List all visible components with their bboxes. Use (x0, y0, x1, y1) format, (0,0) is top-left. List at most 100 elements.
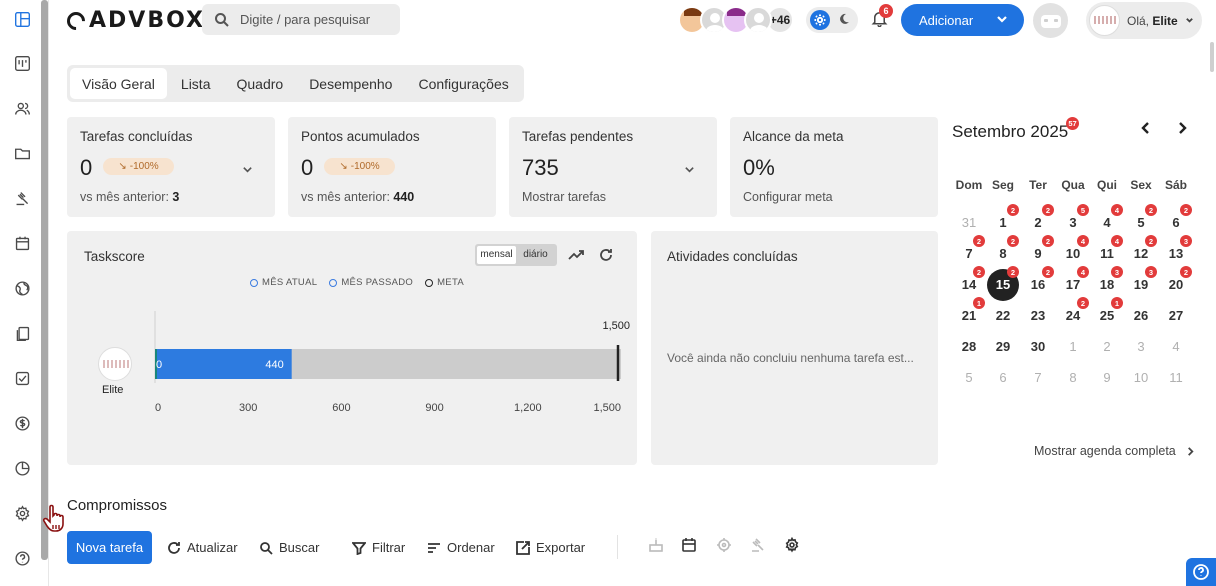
dashboard-icon[interactable] (12, 9, 32, 29)
sidebar-scrollbar[interactable] (41, 0, 48, 560)
finance-icon[interactable] (12, 413, 32, 433)
calendar-day[interactable]: 29 (995, 339, 1011, 354)
calendar-day[interactable]: 10 (1065, 246, 1081, 261)
calendar-day[interactable]: 6 (1172, 215, 1180, 230)
theme-toggle[interactable] (806, 7, 858, 33)
calendar-day[interactable]: 3 (1137, 339, 1145, 354)
globe-icon[interactable] (12, 278, 32, 298)
brand-logo[interactable]: ADVBOX (63, 7, 205, 34)
calendar-day[interactable]: 25 (1099, 308, 1115, 323)
period-option-diario[interactable]: diário (523, 249, 548, 260)
calendar-day[interactable]: 9 (1103, 370, 1111, 385)
expand-chevron[interactable] (242, 163, 253, 178)
gavel-icon[interactable] (750, 537, 766, 556)
settings-gear-icon[interactable] (784, 536, 800, 556)
next-month-button[interactable] (1175, 121, 1189, 138)
documents-icon[interactable] (12, 323, 32, 343)
tab-desempenho[interactable]: Desempenho (309, 75, 393, 92)
search-input[interactable] (240, 12, 390, 27)
avatar[interactable] (722, 6, 750, 34)
add-button[interactable]: Adicionar (901, 4, 1024, 36)
reports-pie-icon[interactable] (12, 458, 32, 478)
tab-visao-geral[interactable]: Visão Geral (70, 68, 167, 99)
calendar-icon[interactable] (12, 233, 32, 253)
more-users-count[interactable]: +46 (766, 6, 794, 34)
settings-gear-icon[interactable] (12, 503, 32, 523)
cake-icon[interactable] (648, 537, 664, 556)
tab-configuracoes[interactable]: Configurações (418, 75, 509, 92)
calendar-day[interactable]: 7 (1034, 370, 1042, 385)
calendar-day[interactable]: 20 (1168, 277, 1184, 292)
folder-icon[interactable] (12, 143, 32, 163)
team-avatars[interactable]: +46 (678, 6, 794, 34)
calendar-day[interactable]: 4 (1172, 339, 1180, 354)
tab-quadro[interactable]: Quadro (236, 75, 284, 92)
new-task-button[interactable]: Nova tarefa (67, 531, 152, 564)
trend-chart-icon[interactable] (568, 247, 584, 266)
notifications-bell[interactable]: 6 (871, 4, 893, 28)
calendar-day[interactable]: 21 (961, 308, 977, 323)
help-button[interactable] (1186, 558, 1216, 586)
calendar-day[interactable]: 8 (1069, 370, 1077, 385)
legend-item: MÊS PASSADO (329, 277, 413, 288)
configure-goal-link[interactable]: Configurar meta (743, 190, 833, 204)
calendar-day[interactable]: 3 (1069, 215, 1077, 230)
calendar-day[interactable]: 13 (1168, 246, 1184, 261)
export-button[interactable]: Exportar (516, 540, 585, 555)
calendar-day[interactable]: 28 (961, 339, 977, 354)
calendar-day[interactable]: 2 (1034, 215, 1042, 230)
calendar-day[interactable]: 19 (1133, 277, 1149, 292)
users-icon[interactable] (12, 98, 32, 118)
calendar-day[interactable]: 1 (1069, 339, 1077, 354)
calendar-day[interactable]: 8 (999, 246, 1007, 261)
task-check-icon[interactable] (12, 368, 32, 388)
avatar[interactable] (744, 6, 772, 34)
moon-icon[interactable] (838, 13, 850, 28)
refresh-button[interactable]: Atualizar (167, 540, 238, 555)
period-option-mensal[interactable]: mensal (477, 246, 516, 264)
search-box[interactable] (202, 4, 400, 35)
calendar-day[interactable]: 5 (1137, 215, 1145, 230)
calendar-day[interactable]: 5 (965, 370, 973, 385)
calendar-day[interactable]: 11 (1169, 370, 1183, 385)
search-button[interactable]: Buscar (259, 540, 319, 555)
calendar-day[interactable]: 1 (999, 215, 1007, 230)
show-tasks-link[interactable]: Mostrar tarefas (522, 190, 607, 204)
calendar-day[interactable]: 10 (1133, 370, 1149, 385)
kanban-icon[interactable] (12, 53, 32, 73)
calendar-day[interactable]: 30 (1030, 339, 1046, 354)
tab-lista[interactable]: Lista (180, 75, 211, 92)
calendar-day[interactable]: 6 (999, 370, 1007, 385)
calendar-day[interactable]: 24 (1065, 308, 1081, 323)
calendar-day[interactable]: 23 (1030, 308, 1046, 323)
calendar-day[interactable]: 31 (961, 215, 977, 230)
calendar-day[interactable]: 26 (1133, 308, 1149, 323)
user-menu[interactable]: Olá, Elite (1086, 2, 1202, 39)
sort-button[interactable]: Ordenar (427, 540, 495, 555)
calendar-day[interactable]: 7 (965, 246, 973, 261)
calendar-day[interactable]: 18 (1099, 277, 1115, 292)
help-circle-icon[interactable] (12, 548, 32, 568)
main-scrollbar[interactable] (1210, 42, 1214, 72)
calendar-day[interactable]: 12 (1133, 246, 1149, 261)
sun-icon[interactable] (810, 10, 830, 30)
show-full-agenda-link[interactable]: Mostrar agenda completa (1034, 444, 1195, 458)
calendar-day[interactable]: 9 (1034, 246, 1042, 261)
refresh-icon[interactable] (598, 247, 614, 266)
calendar-day[interactable]: 27 (1168, 308, 1184, 323)
filter-button[interactable]: Filtrar (352, 540, 405, 555)
assistant-bot-icon[interactable] (1033, 3, 1068, 38)
calendar-day[interactable]: 4 (1103, 215, 1111, 230)
prev-month-button[interactable] (1139, 121, 1153, 138)
calendar-day[interactable]: 2 (1103, 339, 1111, 354)
gavel-icon[interactable] (12, 188, 32, 208)
calendar-day[interactable]: 22 (995, 308, 1011, 323)
target-icon[interactable] (716, 537, 732, 556)
calendar-day[interactable]: 16 (1030, 277, 1046, 292)
expand-chevron[interactable] (684, 163, 695, 178)
calendar-icon[interactable] (681, 537, 697, 556)
calendar-day-today[interactable]: 15 (987, 269, 1019, 301)
calendar-day[interactable]: 17 (1065, 277, 1081, 292)
calendar-day[interactable]: 11 (1100, 246, 1114, 261)
calendar-day[interactable]: 14 (961, 277, 977, 292)
